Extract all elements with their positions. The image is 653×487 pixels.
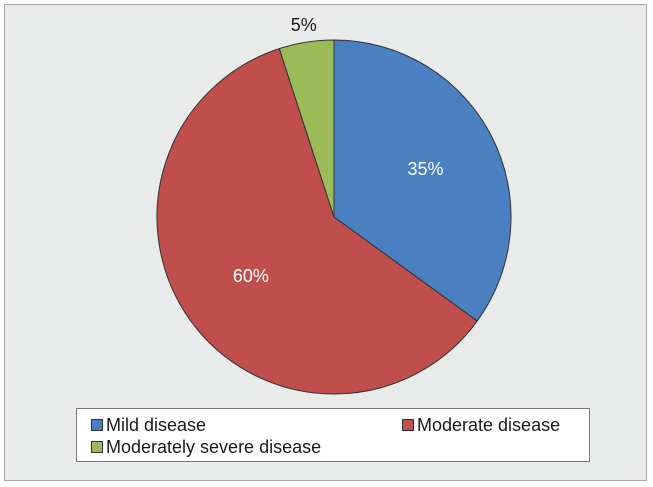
data-label-mild: 35% <box>407 159 443 179</box>
legend: Mild disease Moderate disease Moderately… <box>76 408 590 462</box>
legend-label-mild: Mild disease <box>106 415 207 435</box>
legend-swatch-moderately-severe <box>91 441 103 453</box>
legend-swatch-moderate <box>402 419 414 431</box>
pie-slice-mild <box>333 39 512 322</box>
legend-item-moderate: Moderate disease <box>402 415 560 435</box>
legend-swatch-mild <box>91 419 103 431</box>
legend-item-mild: Mild disease <box>91 415 206 435</box>
pie-chart: 35% 60% 5% <box>156 15 512 395</box>
legend-label-moderately-severe: Moderately severe disease <box>106 437 322 457</box>
pie-slice-moderately-severe <box>278 39 335 218</box>
chart-area: 35% 60% 5% Mild disease Moderate disease M… <box>4 4 647 481</box>
legend-item-moderately-severe: Moderately severe disease <box>91 437 321 457</box>
pie-slice-moderate <box>156 48 478 395</box>
data-label-moderate: 60% <box>233 266 269 286</box>
legend-label-moderate: Moderate disease <box>417 415 561 435</box>
data-label-moderately-severe: 5% <box>291 15 317 35</box>
